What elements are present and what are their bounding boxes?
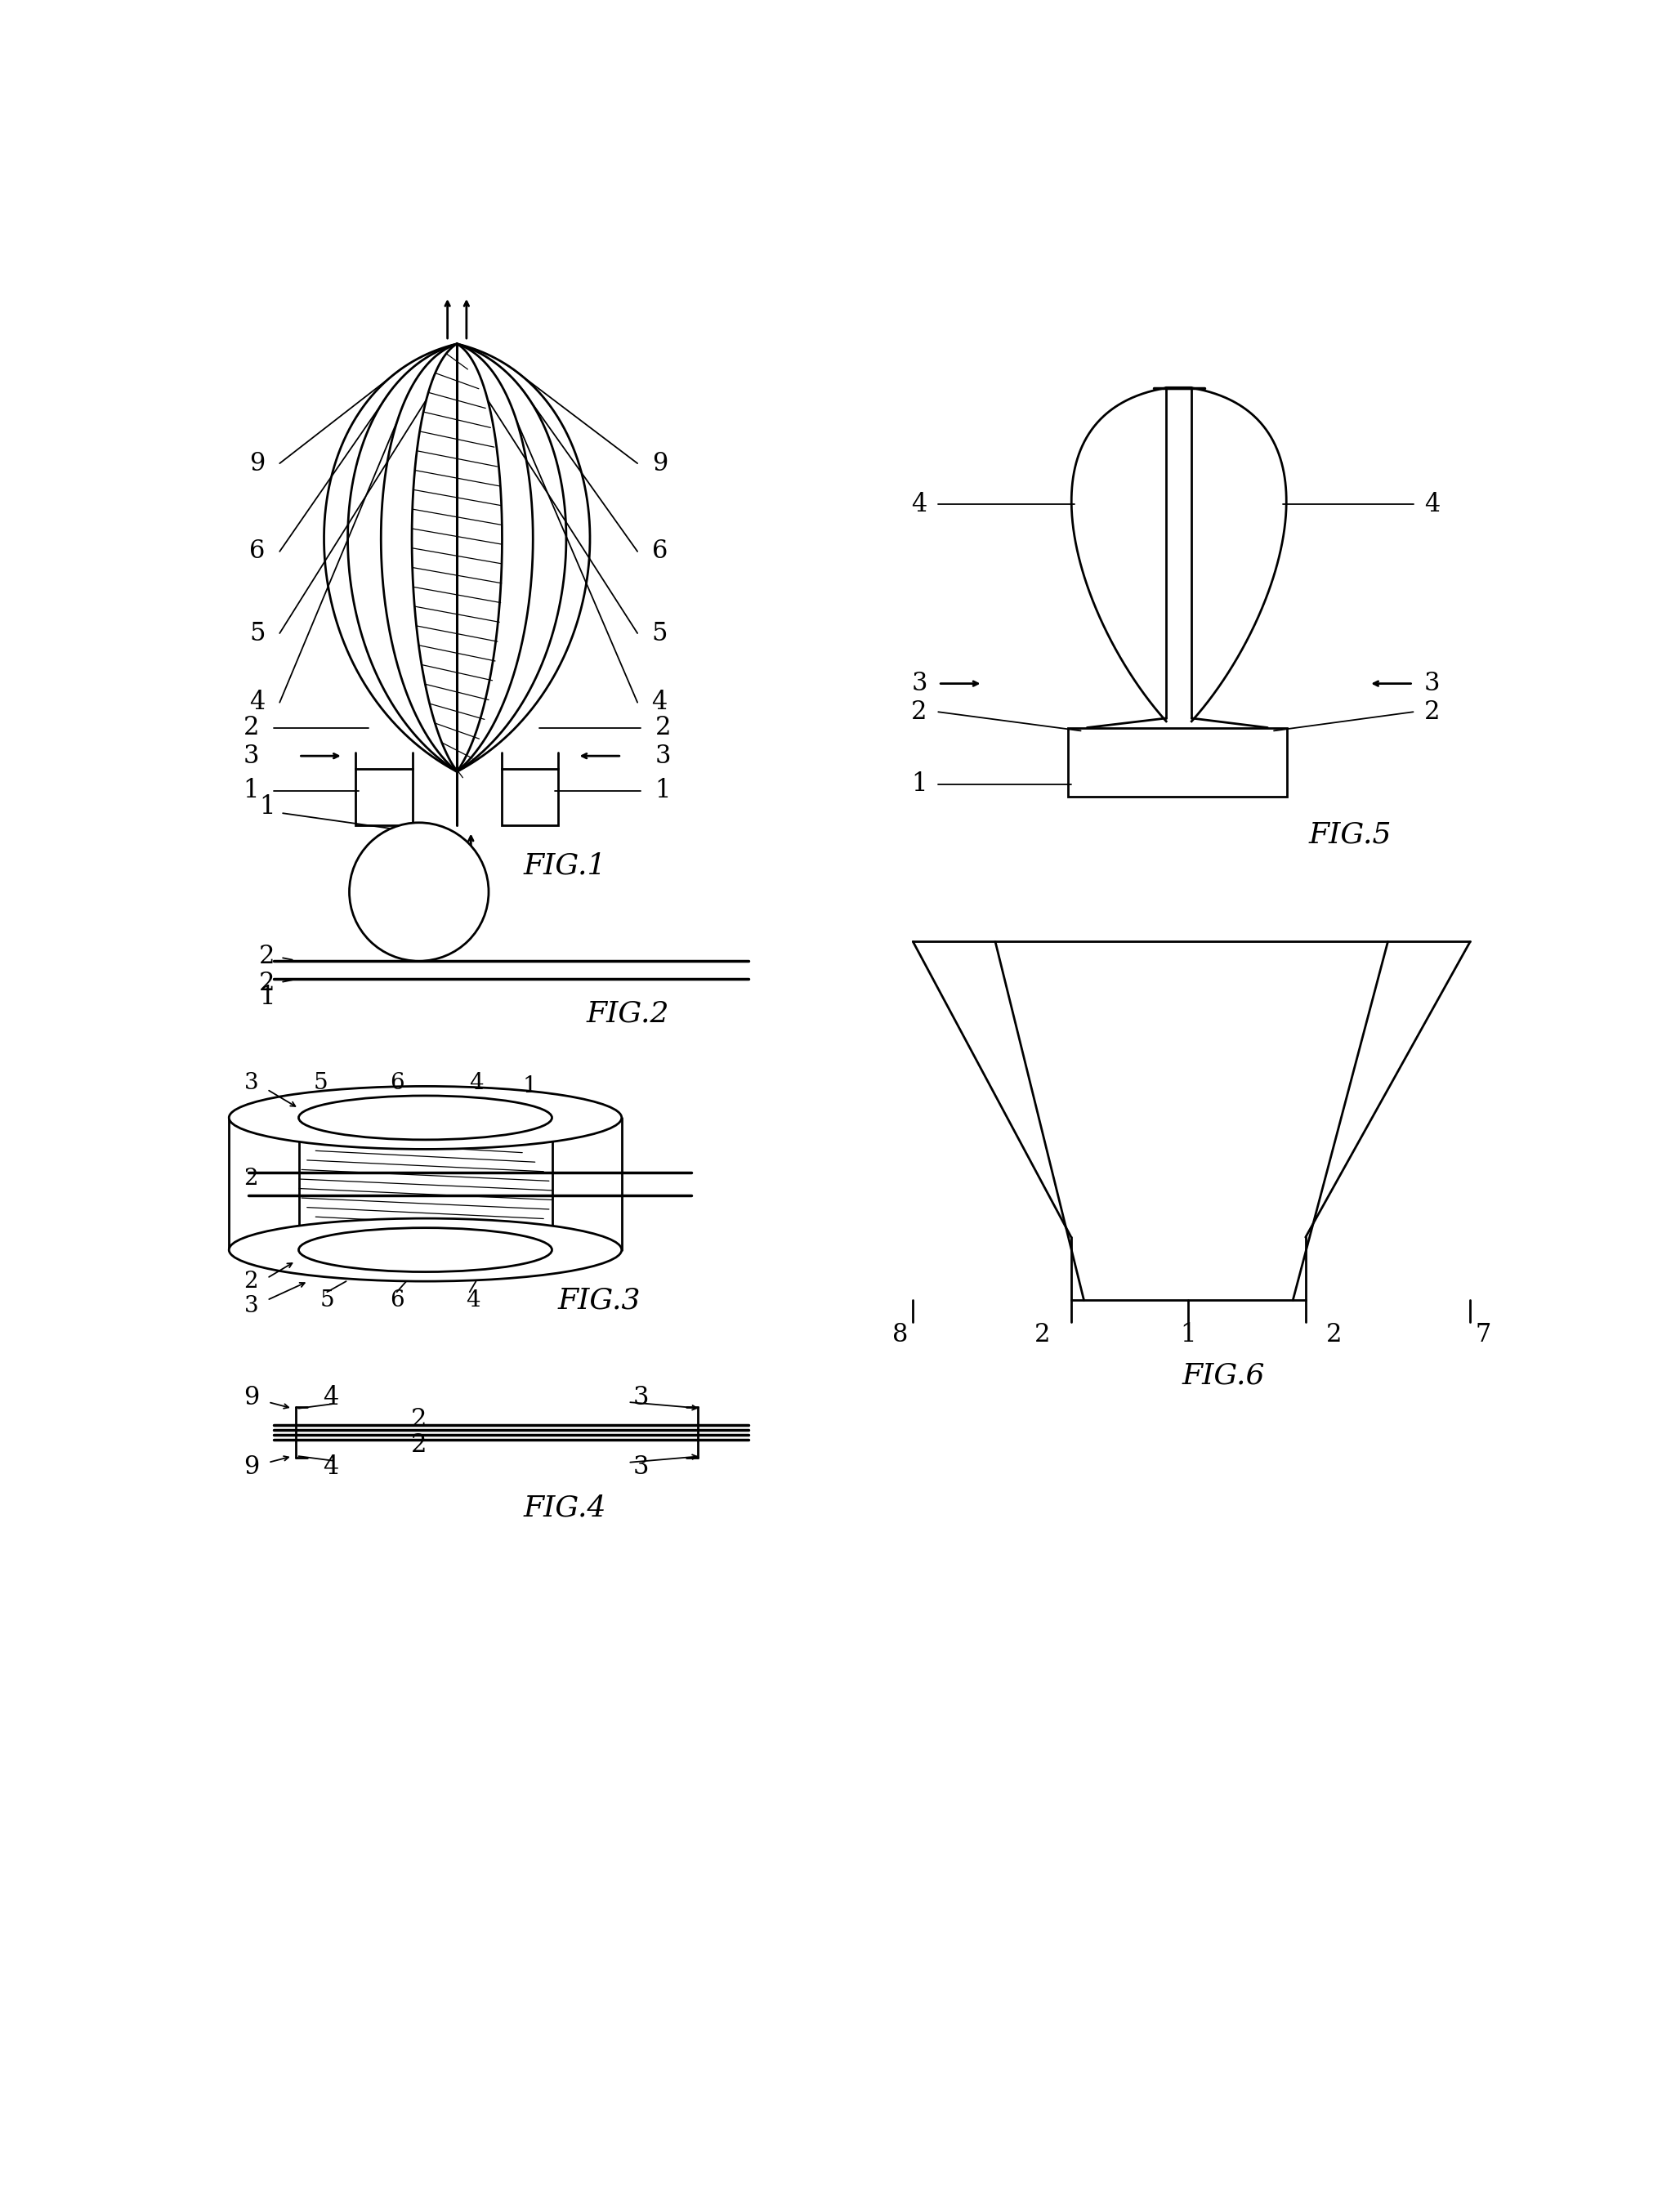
Text: FIG.6: FIG.6	[1181, 1362, 1265, 1390]
Text: 2: 2	[244, 1270, 259, 1292]
Text: 2: 2	[259, 943, 276, 970]
Ellipse shape	[228, 1219, 622, 1281]
Text: 4: 4	[323, 1453, 338, 1480]
Text: 1: 1	[522, 1075, 538, 1097]
Text: FIG.1: FIG.1	[522, 852, 606, 880]
Text: 2: 2	[1425, 698, 1440, 725]
Text: 4: 4	[323, 1386, 338, 1410]
Text: 6: 6	[652, 538, 667, 565]
Bar	[1068, 727, 1287, 797]
Text: 7: 7	[1475, 1322, 1490, 1348]
Text: 2: 2	[244, 716, 259, 740]
Text: FIG.5: FIG.5	[1309, 821, 1391, 849]
Text: 2: 2	[911, 698, 927, 725]
Text: 2: 2	[655, 716, 670, 740]
Text: 3: 3	[244, 1296, 259, 1318]
Text: 3: 3	[244, 1073, 259, 1094]
Text: 6: 6	[390, 1289, 403, 1311]
Text: 8: 8	[892, 1322, 909, 1348]
Text: FIG.3: FIG.3	[558, 1287, 642, 1313]
Text: 9: 9	[250, 451, 265, 475]
Text: 4: 4	[652, 690, 667, 716]
Text: 1: 1	[259, 795, 276, 819]
Text: 4: 4	[250, 690, 265, 716]
Text: 1: 1	[911, 771, 927, 797]
Ellipse shape	[228, 1086, 622, 1149]
Text: 4: 4	[465, 1289, 480, 1311]
Text: 5: 5	[652, 622, 667, 646]
Text: 9: 9	[652, 451, 667, 475]
Text: 4: 4	[911, 493, 927, 517]
Text: 2: 2	[412, 1408, 427, 1432]
Text: 5: 5	[250, 622, 265, 646]
Text: 9: 9	[244, 1453, 259, 1480]
Text: 2: 2	[259, 972, 276, 996]
Text: 6: 6	[390, 1073, 403, 1094]
Text: 3: 3	[655, 744, 670, 768]
Ellipse shape	[299, 1228, 553, 1272]
Text: 3: 3	[244, 744, 259, 768]
Text: 2: 2	[1035, 1322, 1050, 1348]
Text: 1: 1	[655, 777, 670, 803]
Text: 9: 9	[244, 1386, 259, 1410]
Circle shape	[349, 823, 489, 961]
Text: 6: 6	[250, 538, 265, 565]
Text: 4: 4	[1425, 493, 1440, 517]
Text: 2: 2	[412, 1432, 427, 1458]
Text: 3: 3	[1425, 670, 1440, 696]
Text: 2: 2	[244, 1167, 259, 1191]
Text: FIG.4: FIG.4	[522, 1493, 606, 1521]
Text: 5: 5	[314, 1073, 328, 1094]
Text: 5: 5	[319, 1289, 334, 1311]
Text: 3: 3	[633, 1386, 648, 1410]
Text: FIG.2: FIG.2	[586, 1000, 669, 1027]
Bar	[501, 768, 558, 825]
Ellipse shape	[299, 1097, 553, 1140]
Text: 3: 3	[633, 1453, 648, 1480]
Text: 1: 1	[244, 777, 259, 803]
Text: 1: 1	[1181, 1322, 1196, 1348]
Text: 3: 3	[911, 670, 927, 696]
Text: 1: 1	[259, 985, 276, 1009]
Text: 2: 2	[1326, 1322, 1342, 1348]
Text: 4: 4	[469, 1073, 484, 1094]
Bar	[356, 768, 413, 825]
